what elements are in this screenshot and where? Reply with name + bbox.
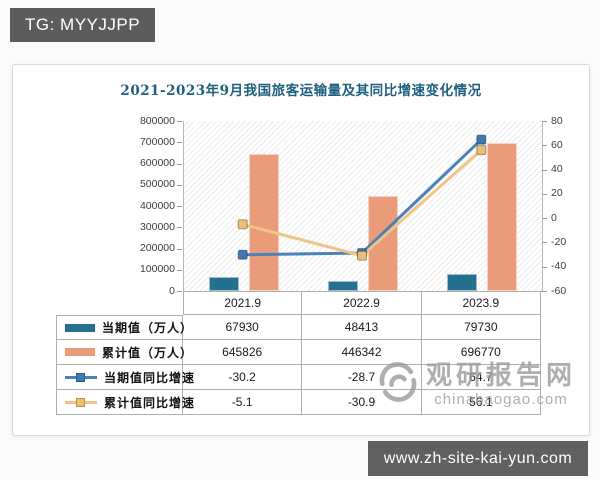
line-marker xyxy=(237,219,248,230)
left-axis-tick-label: 0 xyxy=(169,284,175,297)
left-axis-tick-label: 600000 xyxy=(139,157,175,169)
bar-current xyxy=(208,276,239,291)
table-value-cell: -5.1 xyxy=(183,390,303,415)
right-axis-tick-label: -60 xyxy=(551,284,567,297)
line-marker xyxy=(237,249,248,260)
chart-card: 2021-2023年9月我国旅客运输量及其同比增速变化情况 800000 7000… xyxy=(12,64,590,436)
legend-cell: 累计值（万人） xyxy=(56,340,192,365)
legend-label: 当期值（万人） xyxy=(102,321,194,335)
left-axis-tickmark xyxy=(177,269,182,271)
source-tag-badge: TG: MYYJJPP xyxy=(10,8,156,42)
table-value-cell: 696770 xyxy=(421,340,541,365)
bar-cumulative xyxy=(248,153,279,291)
right-axis-tick-label: 40 xyxy=(551,163,563,176)
left-axis-tickmark xyxy=(177,227,182,229)
right-axis-tickmark xyxy=(542,266,547,268)
left-axis-tickmark xyxy=(177,248,182,250)
left-axis-tick-label: 700000 xyxy=(139,135,175,148)
table-value-cell: 446342 xyxy=(302,340,422,365)
legend-bar-swatch xyxy=(65,323,95,332)
legend-line-swatch xyxy=(65,397,97,408)
legend-line-swatch xyxy=(65,372,97,383)
right-axis-tickmark xyxy=(542,121,547,122)
line-累计值同比增速 xyxy=(242,148,483,258)
right-axis-tickmark xyxy=(542,169,547,171)
table-value-cell: -30.9 xyxy=(302,390,422,415)
right-axis-tickmark xyxy=(542,218,547,220)
right-axis-tickmark xyxy=(542,145,547,147)
left-axis-tickmark xyxy=(177,163,182,165)
right-axis-tick-label: -20 xyxy=(551,235,567,248)
table-value-cell: -30.2 xyxy=(183,365,303,390)
table-header-cell: 2022.9 xyxy=(302,291,422,315)
left-axis-tick-label: 400000 xyxy=(139,199,175,212)
legend-bar-swatch xyxy=(65,348,95,356)
table-value-cell: 645826 xyxy=(183,340,303,365)
right-axis-tickmark xyxy=(542,193,547,195)
table-value-cell: 79730 xyxy=(421,315,541,340)
legend-label: 当期值同比增速 xyxy=(104,370,196,385)
table-value-cell: 48413 xyxy=(302,315,422,340)
legend-cell: 累计值同比增速 xyxy=(56,390,194,415)
legend-cell: 当期值同比增速 xyxy=(56,365,194,390)
left-axis-tickmark xyxy=(177,291,182,292)
left-axis-tick-label: 200000 xyxy=(139,242,175,254)
legend-label: 累计值同比增速 xyxy=(104,395,196,410)
left-axis-tick-label: 100000 xyxy=(139,263,175,276)
line-marker xyxy=(356,250,368,261)
right-axis-tick-label: 60 xyxy=(551,138,563,151)
line-当期值同比增速 xyxy=(242,138,483,257)
right-axis-tick-label: 80 xyxy=(551,114,563,127)
right-axis-tickmark xyxy=(542,291,547,292)
line-marker xyxy=(476,134,487,145)
table-value-cell: 64.7 xyxy=(421,365,541,390)
legend-label: 累计值（万人） xyxy=(102,345,194,360)
bar-cumulative xyxy=(487,142,518,291)
table-value-cell: 56.1 xyxy=(421,390,541,415)
table-header-cell: 2021.9 xyxy=(183,291,303,315)
bar-current xyxy=(328,280,358,291)
right-axis-tick-label: 0 xyxy=(551,211,557,224)
chart-title: 2021-2023年9月我国旅客运输量及其同比增速变化情况 xyxy=(120,83,482,99)
left-axis-tickmark xyxy=(177,121,182,122)
table-value-cell: -28.7 xyxy=(302,365,422,390)
table-value-cell: 67930 xyxy=(183,315,303,340)
left-axis-tickmark xyxy=(177,206,182,207)
table-header-cell: 2023.9 xyxy=(421,291,541,315)
right-axis-tick-label: 20 xyxy=(551,187,563,200)
left-axis-tick-label: 300000 xyxy=(139,220,175,233)
left-axis-tick-label: 800000 xyxy=(139,114,175,127)
site-url-bar: www.zh-site-kai-yun.com xyxy=(368,441,588,476)
legend-cell: 当期值（万人） xyxy=(56,315,192,340)
left-axis-tickmark xyxy=(177,142,182,144)
bar-current xyxy=(447,274,478,291)
left-axis-tick-label: 500000 xyxy=(139,178,175,191)
right-axis-tickmark xyxy=(542,242,547,244)
line-marker xyxy=(476,144,487,156)
line-series-layer xyxy=(237,134,487,261)
left-axis-tickmark xyxy=(177,184,182,186)
right-axis-tick-label: -40 xyxy=(551,260,567,273)
